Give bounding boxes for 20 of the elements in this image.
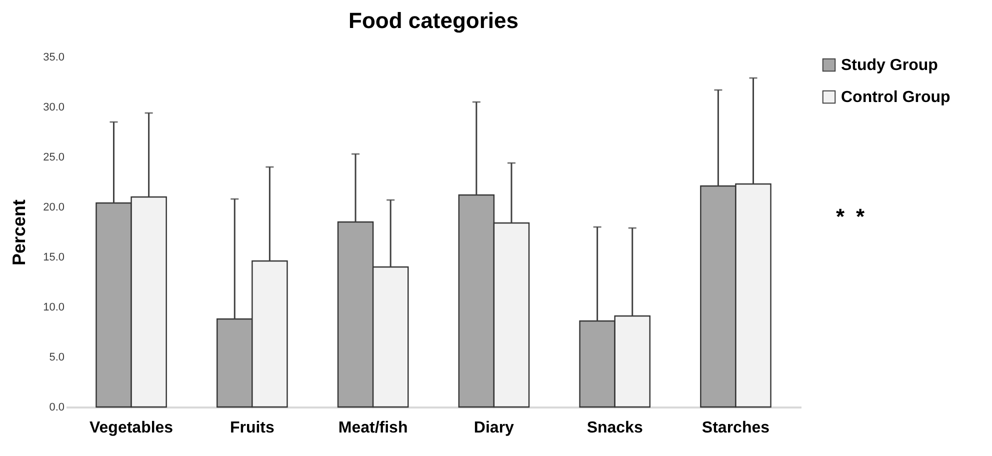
y-tick-label: 25.0 xyxy=(43,152,64,164)
y-tick-label: 15.0 xyxy=(43,252,64,264)
x-tick-label: Fruits xyxy=(230,420,274,436)
x-tick-label: Snacks xyxy=(586,420,643,436)
y-tick-label: 5.0 xyxy=(49,352,64,364)
x-tick-label: Meat/fish xyxy=(338,420,408,436)
legend-label: Study Group xyxy=(841,57,938,74)
y-tick-label: 30.0 xyxy=(43,102,64,114)
y-axis-title: Percent xyxy=(9,199,30,266)
y-tick-label: 20.0 xyxy=(43,202,64,214)
x-tick-label: Vegetables xyxy=(89,420,174,436)
x-tick-label: Diary xyxy=(474,420,514,436)
text: * xyxy=(836,204,845,229)
y-tick-label: 10.0 xyxy=(43,302,64,314)
x-tick-label: Starches xyxy=(702,420,770,436)
y-tick-label: 0.0 xyxy=(49,402,64,414)
y-tick-label: 35.0 xyxy=(43,52,64,64)
legend-label: Control Group xyxy=(841,89,951,106)
text: * xyxy=(856,204,865,229)
chart-title: Food categories xyxy=(348,8,518,33)
